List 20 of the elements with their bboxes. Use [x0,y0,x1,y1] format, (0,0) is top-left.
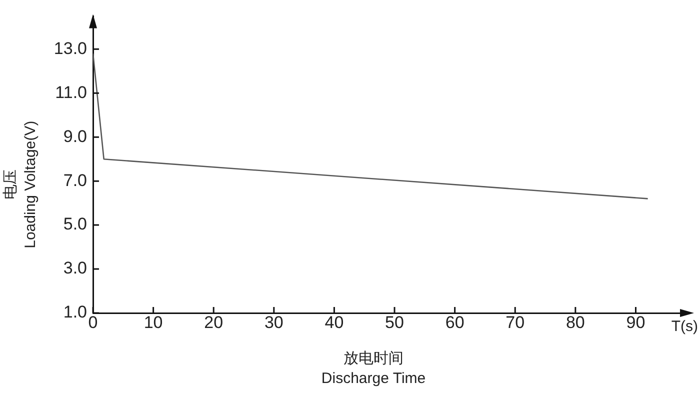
y-tick-label: 5.0 [63,214,87,234]
y-tick-label: 9.0 [63,126,87,146]
x-tick-label: 80 [566,312,585,332]
y-tick-label: 1.0 [63,302,87,322]
x-tick-label: 0 [88,312,98,332]
y-axis-title: 电压 Loading Voltage(V) [2,120,40,248]
y-tick-label: 11.0 [55,82,87,102]
x-tick-label: 10 [144,312,163,332]
x-axis-title: 放电时间 Discharge Time [321,350,426,388]
text: T(s) [671,318,698,336]
x-tick-label: 70 [506,312,525,332]
x-tick-label: 90 [626,312,646,332]
y-tick-label: 7.0 [63,170,87,190]
x-tick-label: 50 [385,312,404,332]
y-tick-label: 3.0 [63,258,87,278]
y-tick-label: 13.0 [54,38,87,58]
x-tick-label: 40 [324,312,344,332]
x-tick-label: 20 [204,312,224,332]
x-tick-label: 30 [264,312,284,332]
x-tick-label: 60 [445,312,464,332]
